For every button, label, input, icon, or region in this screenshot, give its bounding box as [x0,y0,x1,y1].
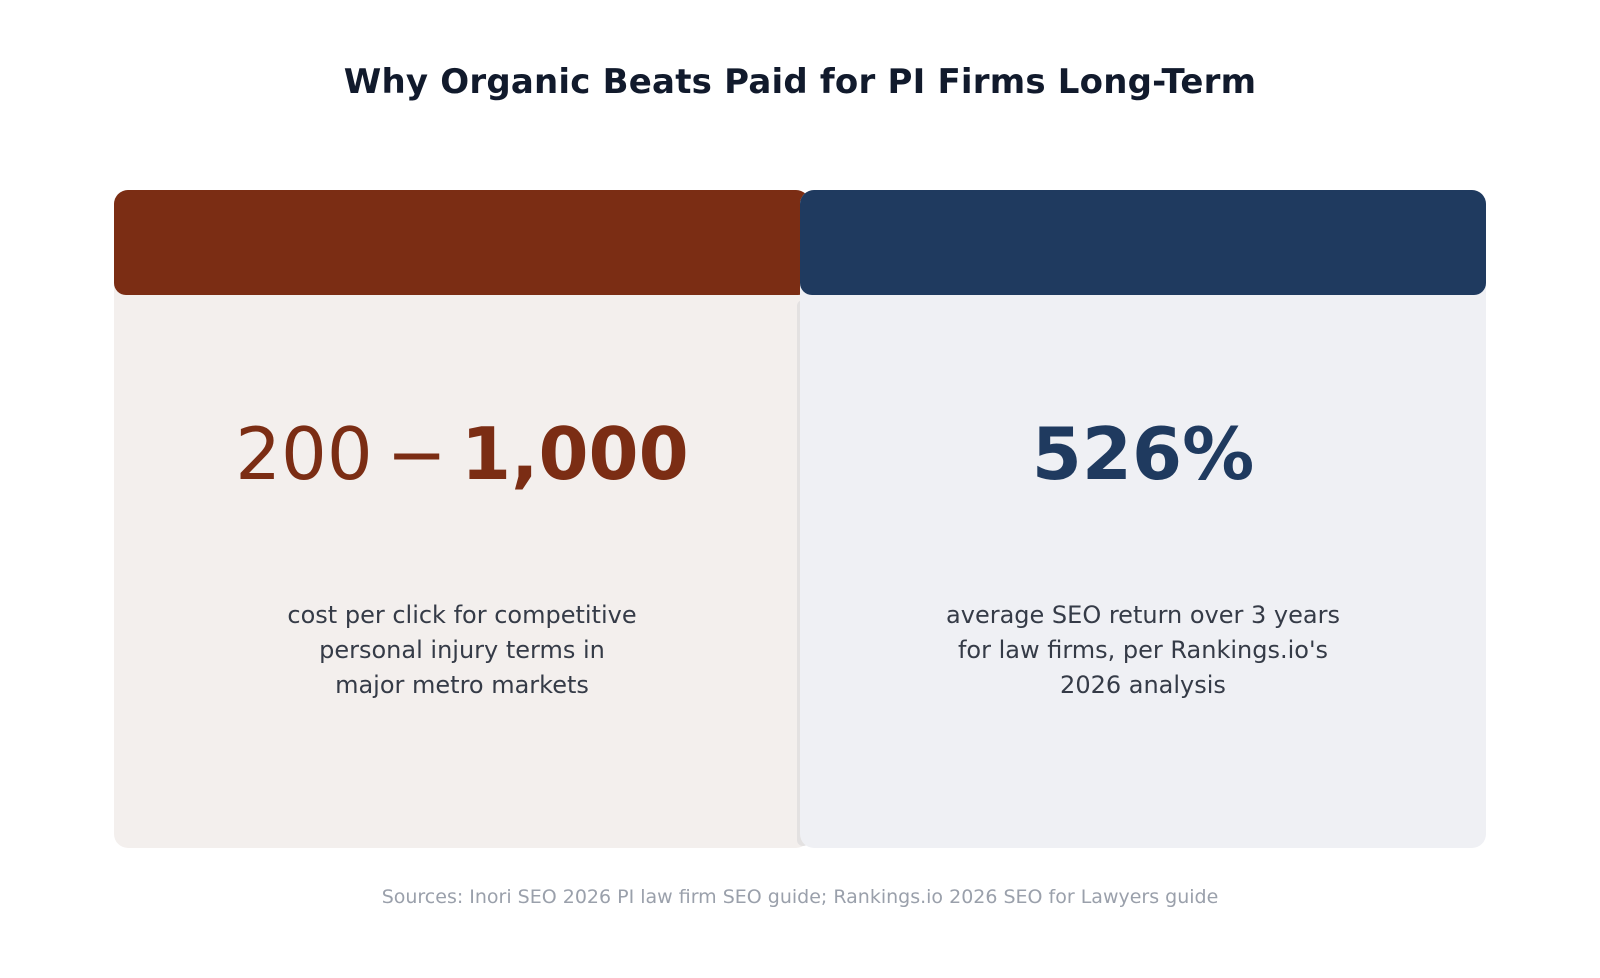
organic-roi-description: average SEO return over 3 years for law … [800,598,1486,703]
description-line: average SEO return over 3 years [946,601,1340,629]
description-line: for law firms, per Rankings.io's [957,636,1329,664]
sources-footnote: Sources: Inori SEO 2026 PI law firm SEO … [381,886,1219,908]
paid-panel-header-bar [114,190,810,295]
organic-return-panel: 526% average SEO return over 3 years for… [800,190,1486,848]
cpc-high-value: 1,000 [461,412,689,496]
description-line: cost per click for competitive [287,601,637,629]
paid-cpc-description: cost per click for competitive personal … [114,598,810,703]
paid-cost-panel: 200−1,000 cost per click for competitive… [114,190,810,848]
paid-cpc-stat: 200−1,000 [114,418,810,490]
page-title: Why Organic Beats Paid for PI Firms Long… [343,62,1257,102]
description-line: major metro markets [335,671,589,699]
description-line: 2026 analysis [1060,671,1226,699]
organic-panel-header-bar [800,190,1486,295]
cpc-low-value: 200 [235,412,373,496]
organic-roi-stat: 526% [1031,412,1255,496]
cpc-range-separator: − [386,412,447,496]
description-line: personal injury terms in [319,636,605,664]
